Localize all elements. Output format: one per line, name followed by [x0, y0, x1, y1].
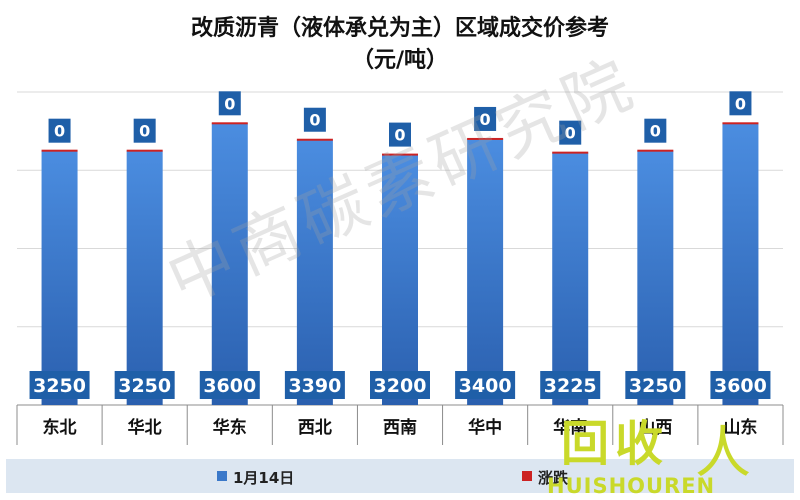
legend-swatch-change — [522, 471, 532, 481]
change-label-box — [218, 91, 241, 116]
change-label: 0 — [139, 122, 150, 141]
value-label: 3250 — [118, 375, 171, 397]
value-label-box — [370, 371, 430, 399]
x-tick-label: 华南 — [553, 417, 587, 438]
value-label-box — [455, 371, 516, 399]
x-tick-label: 山西 — [638, 418, 672, 438]
value-label-box — [114, 371, 175, 399]
value-label: 3225 — [544, 375, 597, 397]
bar-华中 — [467, 138, 504, 405]
change-marker — [722, 122, 759, 125]
bar-山西 — [637, 150, 674, 405]
bar-华南 — [552, 152, 589, 405]
bar-华北 — [126, 150, 163, 405]
value-label: 3250 — [629, 375, 682, 397]
change-label-box — [48, 118, 71, 143]
value-label: 3600 — [203, 375, 256, 397]
bar-西南 — [382, 154, 418, 405]
change-label-box — [474, 106, 497, 131]
x-tick-label: 华东 — [213, 417, 247, 438]
change-label-box — [559, 120, 582, 145]
change-label: 0 — [394, 126, 405, 145]
change-label-box — [389, 122, 411, 147]
x-tick-label: 西南 — [383, 417, 417, 438]
chart-title: 改质沥青（液体承兑为主）区域成交价参考 — [190, 16, 609, 41]
change-label: 0 — [224, 94, 235, 113]
change-marker — [467, 137, 504, 140]
logo-cn-text: 回收 — [561, 416, 670, 472]
value-label-box — [625, 371, 686, 399]
legend-swatch-date — [217, 471, 227, 481]
value-label: 3400 — [459, 375, 512, 397]
x-tick-label: 华北 — [128, 417, 162, 438]
change-marker — [41, 149, 78, 152]
change-label-box — [644, 118, 667, 143]
change-label: 0 — [54, 122, 65, 141]
change-label: 0 — [650, 122, 661, 141]
value-label-box — [540, 371, 601, 399]
logo-en-text: HUISHOUREN — [547, 474, 716, 498]
change-marker — [552, 151, 589, 154]
value-label: 3250 — [33, 375, 86, 397]
legend-label-change: 涨跌 — [538, 469, 569, 487]
value-label-box — [29, 371, 90, 399]
chart-subtitle: （元/吨） — [351, 48, 449, 73]
legend-area — [6, 459, 794, 493]
change-label-box — [303, 107, 326, 132]
x-tick-label: 西北 — [298, 418, 332, 438]
brand-logo: 回收 人 HUISHOUREN — [543, 404, 758, 500]
change-label: 0 — [565, 124, 576, 143]
change-label: 0 — [480, 110, 491, 129]
change-label-box — [133, 118, 156, 143]
value-label-box — [199, 371, 260, 399]
value-label: 3390 — [288, 375, 341, 397]
bar-西北 — [296, 139, 333, 406]
change-label: 0 — [735, 94, 746, 113]
change-marker — [637, 149, 674, 152]
value-label-box — [710, 371, 771, 399]
value-label: 3600 — [714, 375, 767, 397]
value-label: 3200 — [374, 375, 427, 397]
bar-华东 — [211, 123, 248, 406]
logo-mark: 人 — [695, 421, 751, 486]
bar-山东 — [722, 123, 759, 406]
change-label-box — [729, 91, 752, 116]
x-tick-label: 华中 — [468, 417, 502, 438]
bar-东北 — [41, 150, 78, 405]
legend-label-date: 1月14日 — [233, 469, 295, 487]
value-label-box — [284, 371, 345, 399]
change-label: 0 — [309, 111, 320, 130]
x-tick-label: 山东 — [723, 417, 757, 438]
x-tick-label: 东北 — [43, 417, 77, 438]
change-marker — [296, 138, 333, 141]
change-marker — [211, 122, 248, 125]
change-marker — [126, 149, 163, 152]
change-marker — [382, 153, 418, 156]
